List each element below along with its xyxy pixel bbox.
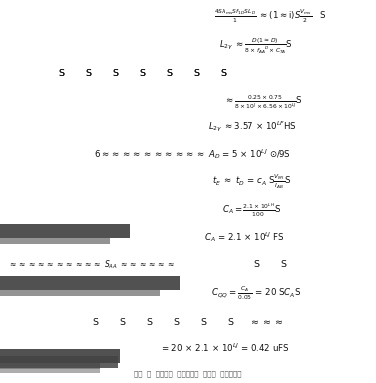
- Bar: [0, 349, 120, 363]
- Text: $L_{2\gamma}$ $\approx$3.57 $\times$ 10$^{LF}$HS: $L_{2\gamma}$ $\approx$3.57 $\times$ 10$…: [208, 120, 296, 134]
- Text: 图图  图  图图图图  图图图图图  图图图  图图图图图: 图图 图 图图图图 图图图图图 图图图 图图图图图: [134, 370, 242, 377]
- Bar: [0, 290, 160, 296]
- Text: = 20 $\times$ 2.1 $\times$ 10$^{LJ}$ = 0.42 uFS: = 20 $\times$ 2.1 $\times$ 10$^{LJ}$ = 0…: [161, 341, 290, 354]
- Bar: [0, 368, 100, 373]
- Text: $C_A$ = 2.1 $\times$ 10$^{LJ}$ FS: $C_A$ = 2.1 $\times$ 10$^{LJ}$ FS: [204, 231, 285, 244]
- Text: S       S       S       S       S       S       S: S S S S S S S: [59, 69, 227, 78]
- Bar: [0, 356, 118, 368]
- Bar: [0, 276, 180, 290]
- Text: 6$\approx$$\approx$$\approx$$\approx$$\approx$$\approx$$\approx$$\approx$$\appro: 6$\approx$$\approx$$\approx$$\approx$$\a…: [94, 147, 291, 161]
- Text: $C_A = \frac{2.1 \times 10^{LH}}{100}$S: $C_A = \frac{2.1 \times 10^{LH}}{100}$S: [222, 202, 282, 219]
- Text: S       S       S       S       S       S     $\approx$$\approx$$\approx$: S S S S S S $\approx$$\approx$$\approx$: [92, 316, 284, 327]
- Text: $C_{QQ} = \frac{C_A}{0.05}$ = 20 S$C_A$S: $C_{QQ} = \frac{C_A}{0.05}$ = 20 S$C_A$S: [211, 284, 301, 302]
- Text: S       S       S       S       S       S       S: S S S S S S S: [59, 69, 227, 78]
- Text: $L_{2\gamma}$ $\approx$$\frac{D(1\approx D)}{8 \times f_{AA}{}^{D} \times C_{TA}: $L_{2\gamma}$ $\approx$$\frac{D(1\approx…: [219, 37, 293, 56]
- Text: $\approx$$\frac{0.25 \times 0.75}{8 \times 10^{J} \times 6.56 \times 10^{LJ}}$S: $\approx$$\frac{0.25 \times 0.75}{8 \tim…: [224, 93, 303, 111]
- Text: $t_E$ $\approx$ $t_D$ = $c_A$ S$\frac{V_{MI}}{I_{AB}}$S: $t_E$ $\approx$ $t_D$ = $c_A$ S$\frac{V_…: [212, 173, 291, 191]
- Text: $\approx$$\approx$$\approx$$\approx$$\approx$$\approx$$\approx$$\approx$$\approx: $\approx$$\approx$$\approx$$\approx$$\ap…: [8, 258, 174, 270]
- Text: $\frac{4S\lambda_{ms} Sf_{1D} SL_D}{1}$ $\approx$(1$\approx$i)$S\frac{V_{ms}}{2}: $\frac{4S\lambda_{ms} Sf_{1D} SL_D}{1}$ …: [214, 7, 327, 25]
- Bar: [0, 238, 110, 244]
- Bar: [0, 363, 100, 369]
- Text: S       S: S S: [254, 260, 287, 269]
- Bar: [0, 224, 130, 238]
